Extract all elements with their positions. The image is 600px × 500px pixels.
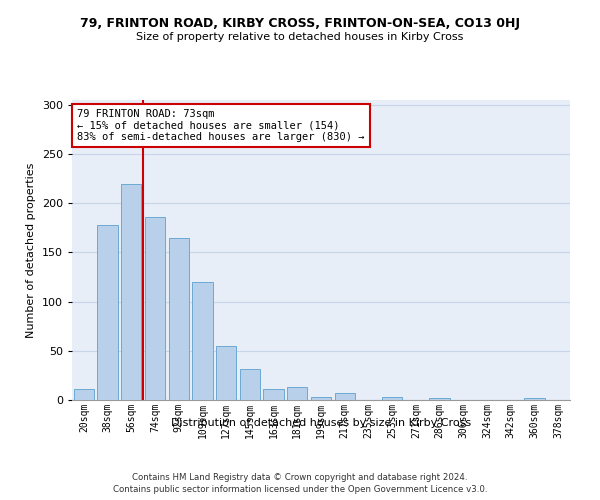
Text: Contains HM Land Registry data © Crown copyright and database right 2024.: Contains HM Land Registry data © Crown c… [132,472,468,482]
Text: Contains public sector information licensed under the Open Government Licence v3: Contains public sector information licen… [113,485,487,494]
Bar [121,184,142,400]
Bar [145,217,165,400]
Bar [193,282,212,400]
Bar [311,397,331,400]
Bar [382,397,402,400]
Bar [74,389,94,400]
Bar [524,398,545,400]
Bar [263,389,284,400]
Bar [97,225,118,400]
Text: Size of property relative to detached houses in Kirby Cross: Size of property relative to detached ho… [136,32,464,42]
Bar [335,393,355,400]
Bar [169,238,189,400]
Text: Distribution of detached houses by size in Kirby Cross: Distribution of detached houses by size … [171,418,471,428]
Text: 79, FRINTON ROAD, KIRBY CROSS, FRINTON-ON-SEA, CO13 0HJ: 79, FRINTON ROAD, KIRBY CROSS, FRINTON-O… [80,18,520,30]
Bar [240,368,260,400]
Bar [287,387,307,400]
Text: 79 FRINTON ROAD: 73sqm
← 15% of detached houses are smaller (154)
83% of semi-de: 79 FRINTON ROAD: 73sqm ← 15% of detached… [77,109,364,142]
Bar [216,346,236,400]
Bar [430,398,449,400]
Y-axis label: Number of detached properties: Number of detached properties [26,162,36,338]
